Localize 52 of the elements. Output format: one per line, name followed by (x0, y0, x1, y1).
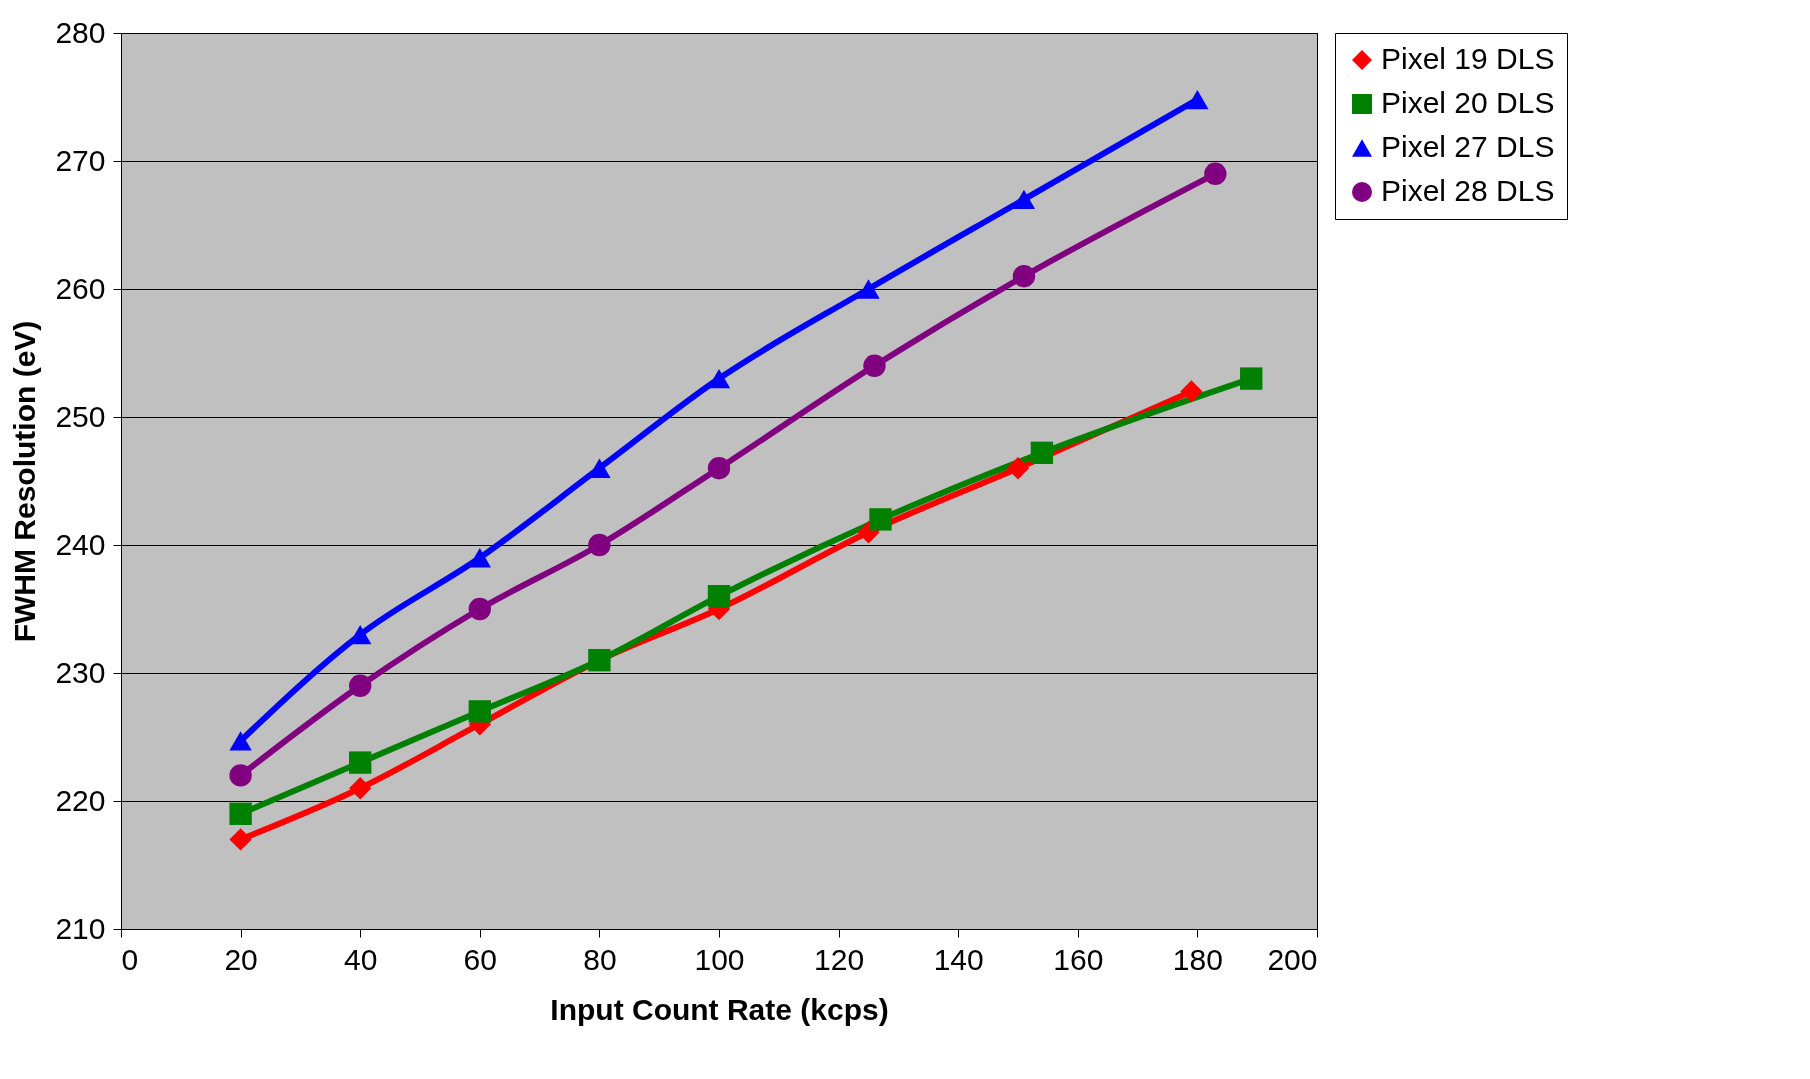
point (1204, 162, 1227, 185)
x-axis-title: Input Count Rate (kcps) (550, 992, 889, 1026)
y-tick-label: 250 (55, 399, 106, 433)
point (863, 354, 886, 377)
point (349, 751, 372, 774)
x-tick-label: 200 (1267, 942, 1318, 976)
y-tick-label: 240 (55, 527, 106, 561)
point (707, 368, 731, 389)
y-tick-label: 210 (55, 911, 106, 945)
point (1012, 189, 1036, 210)
y-tick-label: 220 (55, 783, 106, 817)
x-tick-label: 40 (344, 942, 378, 976)
point (869, 508, 892, 531)
y-axis-title: FWHM Resolution (eV) (8, 320, 42, 643)
point (349, 674, 372, 697)
point (1012, 265, 1036, 288)
x-tick-label: 60 (463, 942, 497, 976)
x-tick-label: 120 (814, 942, 865, 976)
y-tick-label: 280 (55, 15, 106, 49)
point (229, 828, 252, 851)
point (349, 624, 372, 645)
legend-label: Pixel 27 DLS (1381, 130, 1555, 163)
x-tick-label: 20 (224, 942, 258, 976)
legend-label: Pixel 28 DLS (1381, 174, 1555, 207)
legend-label: Pixel 19 DLS (1381, 42, 1555, 75)
point (229, 731, 252, 751)
point (707, 585, 731, 608)
x-tick-label: 100 (694, 942, 745, 976)
point (1006, 457, 1030, 480)
x-tick-label: 180 (1172, 942, 1223, 976)
point (588, 458, 611, 478)
point (229, 802, 252, 825)
point (468, 548, 491, 568)
point (1180, 380, 1203, 403)
point (857, 279, 880, 299)
point (1186, 89, 1209, 110)
point (229, 764, 252, 787)
y-tick-label: 230 (55, 655, 106, 689)
point (468, 700, 491, 723)
point (468, 597, 491, 621)
x-tick-label: 0 (121, 942, 139, 976)
point (707, 457, 731, 480)
legend-label: Pixel 20 DLS (1381, 86, 1555, 119)
point (1240, 367, 1263, 390)
x-tick-label: 80 (583, 942, 617, 976)
point (588, 533, 611, 557)
x-tick-label: 140 (933, 942, 984, 976)
x-tick-label: 160 (1053, 942, 1104, 976)
point (349, 777, 372, 800)
point (1030, 441, 1054, 465)
y-tick-label: 270 (55, 143, 106, 177)
y-tick-label: 260 (55, 271, 106, 305)
